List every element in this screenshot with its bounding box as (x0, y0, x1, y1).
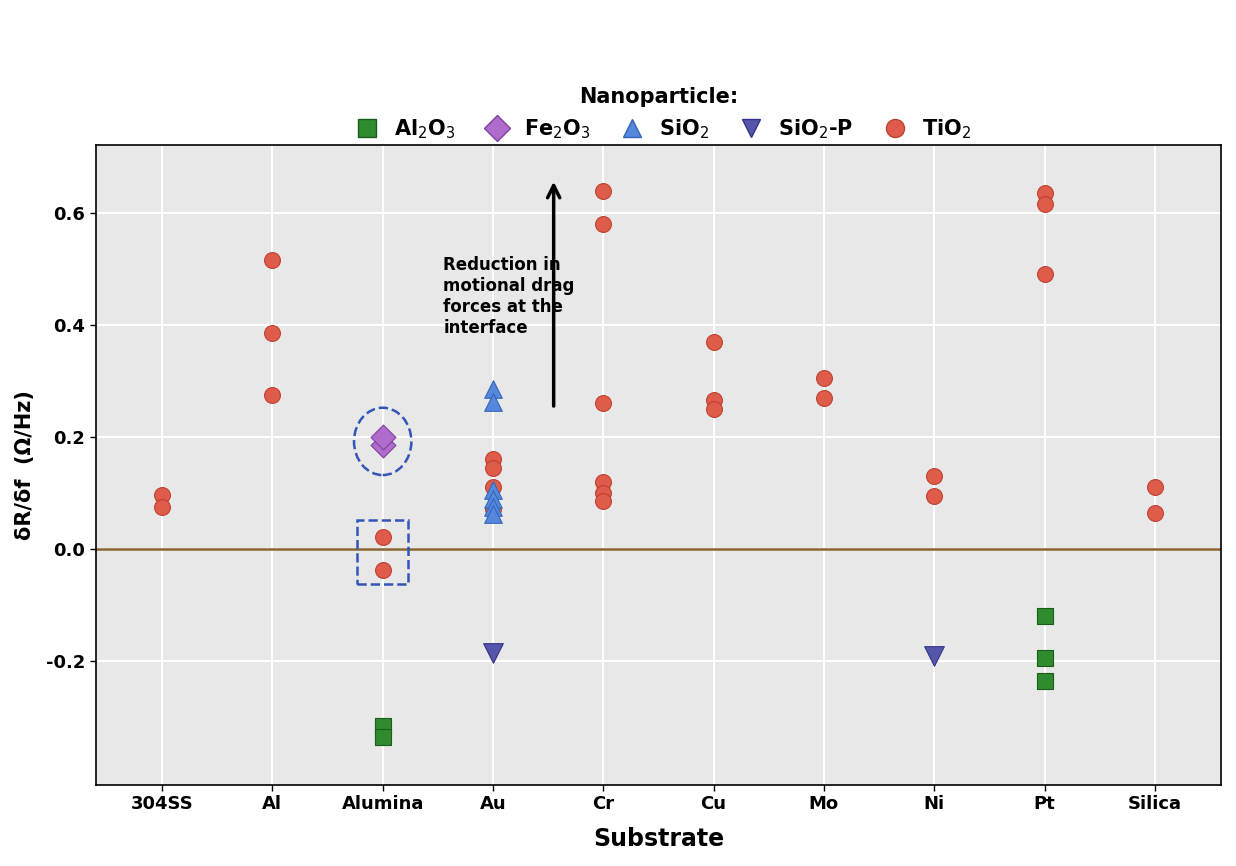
Point (1035, 610, 1054, 624)
Bar (357, 520, 408, 585)
Point (262, 253, 282, 267)
Point (152, 500, 172, 514)
Point (815, 391, 834, 404)
Point (925, 649, 944, 662)
Point (483, 395, 503, 409)
Point (262, 326, 282, 340)
Point (373, 430, 393, 444)
Point (483, 483, 503, 497)
Point (1145, 481, 1164, 494)
Point (483, 646, 503, 660)
Point (1035, 197, 1054, 211)
Point (1035, 651, 1054, 665)
Point (703, 402, 723, 416)
Point (262, 388, 282, 402)
Point (1035, 674, 1054, 688)
Point (483, 382, 503, 396)
X-axis label: Substrate: Substrate (593, 827, 724, 851)
Text: Reduction in
motional drag
forces at the
interface: Reduction in motional drag forces at the… (444, 256, 575, 337)
Point (483, 507, 503, 521)
Y-axis label: δR/δf  (Ω/Hz): δR/δf (Ω/Hz) (15, 390, 35, 540)
Point (483, 461, 503, 475)
Point (373, 719, 393, 733)
Point (483, 452, 503, 466)
Point (483, 492, 503, 506)
Point (1035, 268, 1054, 281)
Point (373, 564, 393, 578)
Point (373, 530, 393, 544)
Point (1035, 186, 1054, 200)
Point (925, 489, 944, 503)
Point (593, 475, 613, 488)
Legend: Al$_2$O$_3$, Fe$_2$O$_3$, SiO$_2$, SiO$_2$-P, TiO$_2$: Al$_2$O$_3$, Fe$_2$O$_3$, SiO$_2$, SiO$_… (337, 79, 979, 150)
Point (703, 393, 723, 407)
Point (483, 500, 503, 514)
Point (373, 438, 393, 452)
Point (483, 501, 503, 515)
Point (593, 184, 613, 198)
Point (815, 372, 834, 385)
Point (373, 730, 393, 744)
Point (593, 397, 613, 410)
Point (152, 488, 172, 501)
Point (593, 216, 613, 230)
Point (483, 481, 503, 494)
Point (703, 334, 723, 348)
Point (1145, 506, 1164, 520)
Point (925, 469, 944, 483)
Point (593, 486, 613, 500)
Point (593, 494, 613, 508)
